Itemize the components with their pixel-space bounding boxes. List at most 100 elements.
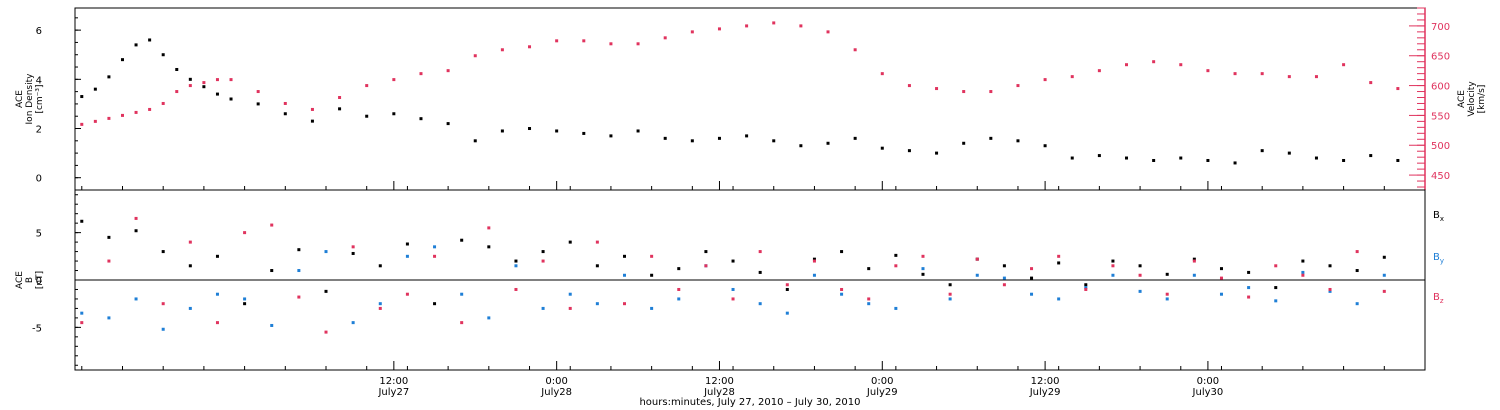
bx-point: [1002, 264, 1006, 268]
velocity-point: [799, 24, 803, 28]
density-point: [1070, 156, 1074, 160]
bx-point: [514, 259, 518, 263]
velocity-tick-label: 550: [1431, 111, 1450, 122]
bz-point: [812, 259, 816, 263]
bx-point: [595, 264, 599, 268]
density-point: [717, 136, 721, 140]
bx-point: [1084, 283, 1088, 287]
by-point: [351, 321, 355, 325]
density-axis-title-line: ACE: [15, 90, 25, 108]
density-point: [880, 146, 884, 150]
bx-point: [1030, 276, 1034, 280]
by-point: [568, 292, 572, 296]
bz-point: [1084, 287, 1088, 291]
by-point: [812, 273, 816, 277]
bz-point: [134, 216, 138, 220]
bx-point: [1111, 259, 1115, 263]
bz-point: [840, 287, 844, 291]
bz-point: [975, 257, 979, 261]
density-axis-title-line: [cm⁻³]: [35, 84, 45, 113]
by-point: [1165, 297, 1169, 301]
velocity-point: [1342, 63, 1346, 67]
velocity-point: [935, 87, 939, 91]
bz-point: [1274, 264, 1278, 268]
legend-by: By: [1433, 252, 1444, 265]
by-point: [297, 269, 301, 273]
bz-point: [568, 306, 572, 310]
velocity-point: [1179, 63, 1183, 67]
bz-point: [894, 264, 898, 268]
density-point: [1179, 156, 1183, 160]
velocity-point: [1152, 60, 1156, 64]
bz-point: [378, 306, 382, 310]
by-point: [378, 302, 382, 306]
velocity-point: [215, 78, 219, 82]
density-point: [215, 92, 219, 96]
velocity-point: [1043, 78, 1047, 82]
x-tick-date-label: July28: [540, 387, 572, 398]
legend-bx-main: B: [1433, 210, 1440, 221]
density-point: [473, 139, 477, 143]
density-point: [636, 129, 640, 133]
density-tick-label: 6: [36, 26, 42, 37]
velocity-point: [1314, 75, 1318, 79]
by-point: [270, 323, 274, 327]
bx-point: [1219, 267, 1223, 271]
velocity-point: [1016, 84, 1020, 88]
density-point: [555, 129, 559, 133]
velocity-point: [717, 27, 721, 31]
by-point: [975, 273, 979, 277]
velocity-point: [690, 30, 694, 34]
bz-point: [460, 321, 464, 325]
bx-point: [1382, 255, 1386, 259]
by-point: [1057, 297, 1061, 301]
density-point: [989, 136, 993, 140]
bx-point: [704, 250, 708, 254]
density-axis-title-line: Ion Density: [25, 73, 35, 125]
by-point: [1002, 276, 1006, 280]
velocity-axis-title-line: [km/s]: [1477, 85, 1487, 114]
density-point: [1043, 144, 1047, 148]
velocity-point: [1097, 69, 1101, 73]
velocity-point: [1260, 72, 1264, 76]
velocity-point: [772, 21, 776, 25]
density-point: [256, 102, 260, 106]
by-point: [677, 297, 681, 301]
b-tick-label: 0: [36, 276, 42, 287]
bx-point: [134, 229, 138, 233]
density-point: [935, 151, 939, 155]
x-tick-time-label: 0:00: [1197, 376, 1219, 387]
bx-point: [622, 254, 626, 258]
density-point: [1287, 151, 1291, 155]
density-point: [1314, 156, 1318, 160]
density-point: [1016, 139, 1020, 143]
bz-point: [161, 302, 165, 306]
velocity-point: [392, 78, 396, 82]
bx-point: [867, 267, 871, 271]
bx-point: [1301, 259, 1305, 263]
velocity-point: [229, 78, 233, 82]
velocity-point: [1206, 69, 1210, 73]
density-tick-label: 4: [36, 75, 42, 86]
density-point: [745, 134, 749, 138]
bx-point: [460, 238, 464, 242]
bz-point: [1355, 250, 1359, 254]
density-point: [962, 141, 966, 145]
velocity-point: [500, 48, 504, 52]
bz-point: [921, 254, 925, 258]
velocity-point: [283, 101, 287, 105]
velocity-point: [1233, 72, 1237, 76]
x-tick-date-label: July29: [1029, 387, 1061, 398]
legend-bz-main: B: [1433, 292, 1440, 303]
bz-point: [297, 295, 301, 299]
bx-point: [568, 240, 572, 244]
density-point: [799, 144, 803, 148]
x-tick-time-label: 0:00: [545, 376, 567, 387]
density-point: [1369, 154, 1373, 158]
by-point: [1355, 302, 1359, 306]
velocity-point: [880, 72, 884, 76]
bz-point: [270, 223, 274, 227]
velocity-point: [745, 24, 749, 28]
